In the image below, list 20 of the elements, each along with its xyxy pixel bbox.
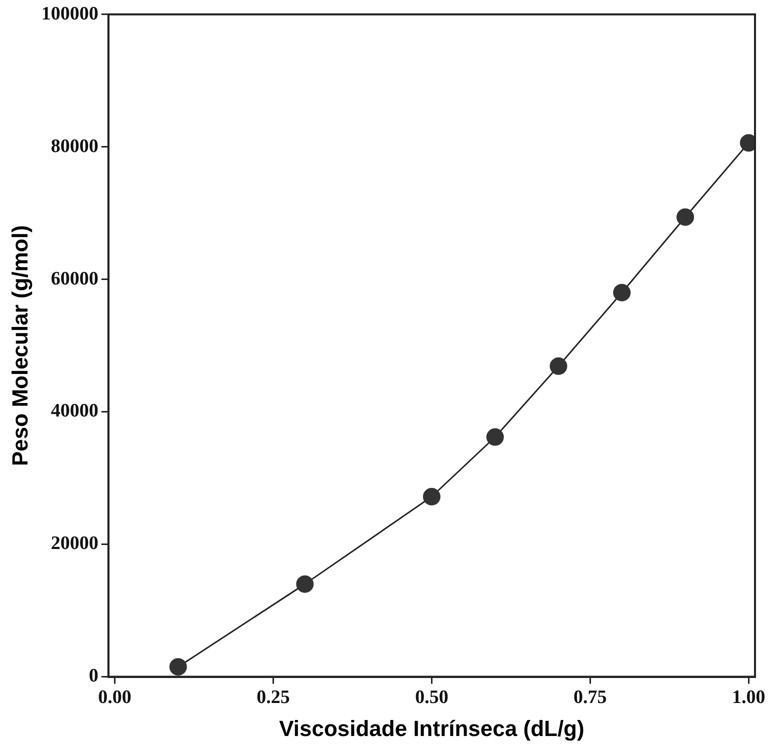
point (550, 357, 568, 375)
x-tick-label: 0.50 (415, 687, 448, 708)
x-tick-label: 1.00 (732, 687, 766, 708)
point (422, 488, 440, 506)
point (676, 208, 694, 226)
y-tick-label: 100000 (41, 3, 98, 24)
y-tick-label: 0 (88, 666, 98, 687)
x-tick-label: 0.00 (98, 687, 132, 708)
x-axis-title: Viscosidade Intrínseca (dL/g) (279, 716, 584, 741)
x-tick-label: 0.75 (574, 687, 607, 708)
point (486, 428, 504, 446)
point (296, 575, 314, 593)
y-tick-label: 40000 (50, 400, 98, 422)
y-tick-label: 80000 (50, 136, 98, 157)
point (613, 284, 631, 302)
y-tick-label: 60000 (50, 268, 98, 290)
y-tick-label: 20000 (50, 533, 98, 554)
x-tick-label: 0.25 (256, 687, 290, 708)
point (169, 658, 187, 676)
y-axis-title: Peso Molecular (g/mol) (7, 225, 32, 466)
